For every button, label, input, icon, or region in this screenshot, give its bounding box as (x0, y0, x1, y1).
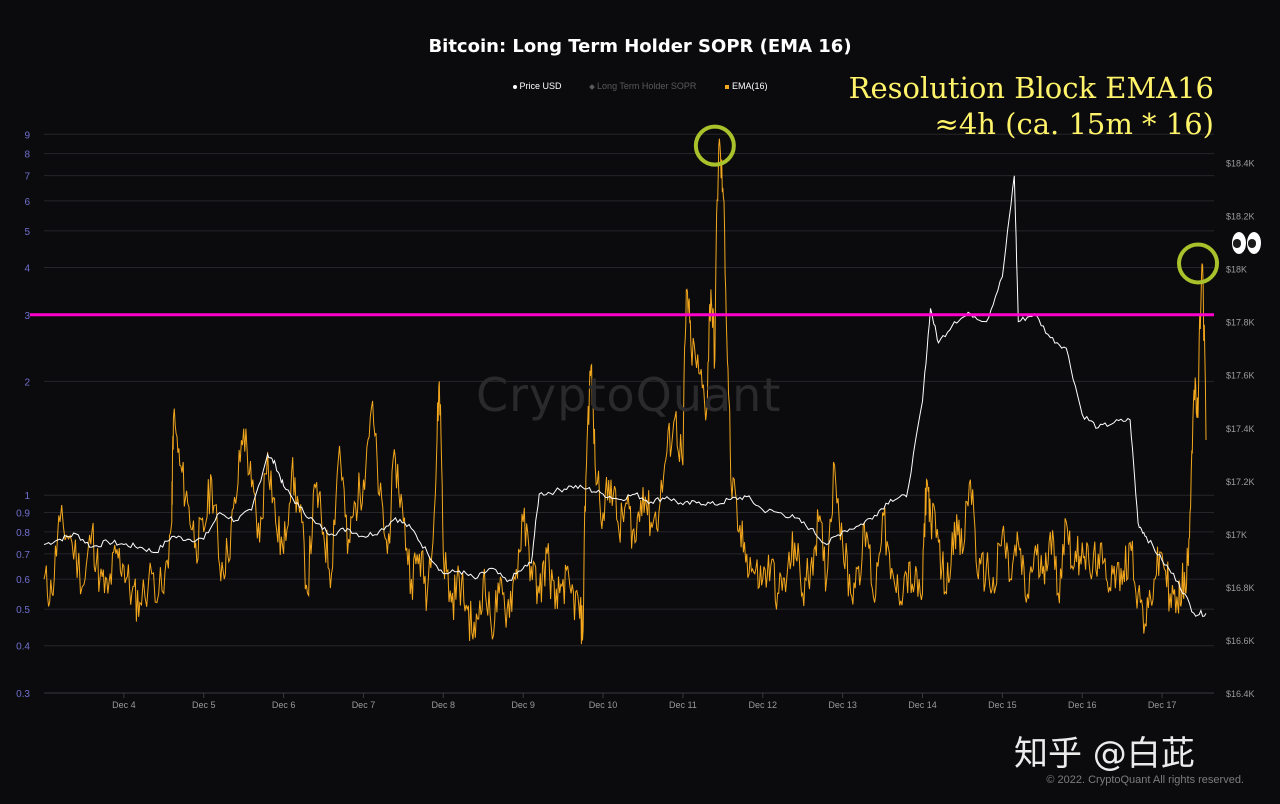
y-right-tick-label: $16.8K (1226, 583, 1255, 593)
y-left-tick-label: 6 (24, 197, 30, 208)
y-left-tick-label: 0.4 (16, 642, 30, 653)
y-left-tick-label: 7 (24, 172, 30, 183)
x-tick-label: Dec 14 (908, 700, 937, 710)
legend-item-ema16[interactable]: EMA(16) (724, 81, 768, 91)
x-tick-label: Dec 8 (432, 700, 456, 710)
annotation-text: Resolution Block EMA16 ≈4h (ca. 15m * 16… (849, 70, 1214, 142)
y-right-tick-label: $17.4K (1226, 424, 1255, 434)
y-right-tick-label: $17.6K (1226, 371, 1255, 381)
x-tick-label: Dec 7 (352, 700, 376, 710)
legend-label: EMA(16) (731, 81, 768, 91)
y-right-tick-label: $16.6K (1226, 636, 1255, 646)
y-left-tick-label: 2 (24, 377, 30, 388)
copyright-text: © 2022. CryptoQuant All rights reserved. (1046, 774, 1244, 786)
legend-item-price[interactable]: Price USD (512, 81, 562, 91)
y-right-tick-label: $17K (1226, 530, 1247, 540)
cryptoquant-watermark: CryptoQuant (476, 368, 782, 422)
series-ema16-line (43, 138, 1207, 645)
highlight-circle (693, 124, 736, 167)
legend-square-icon (724, 84, 729, 89)
y-left-tick-label: 1 (24, 491, 30, 502)
y-left-tick-label: 0.7 (16, 550, 30, 561)
x-tick-label: Dec 13 (828, 700, 857, 710)
y-left-tick-label: 0.5 (16, 605, 30, 616)
zhihu-watermark: 知乎 @白茈 (1014, 734, 1195, 774)
y-left-tick-label: 9 (24, 130, 30, 141)
eyes-icon (1232, 230, 1262, 261)
x-tick-label: Dec 17 (1148, 700, 1177, 710)
series-price-line (43, 175, 1207, 617)
y-right-tick-label: $18.2K (1226, 212, 1255, 222)
legend-label: Price USD (519, 81, 562, 91)
y-left-tick-label: 4 (24, 264, 30, 275)
y-right-tick-label: $18K (1226, 265, 1247, 275)
x-tick-label: Dec 5 (192, 700, 216, 710)
highlight-circle (1177, 242, 1220, 285)
y-right-tick-label: $17.2K (1226, 477, 1255, 487)
y-left-tick-label: 0.8 (16, 528, 30, 539)
y-right-tick-label: $17.8K (1226, 318, 1255, 328)
x-tick-label: Dec 6 (272, 700, 296, 710)
x-tick-label: Dec 16 (1068, 700, 1097, 710)
y-left-tick-label: 0.6 (16, 575, 30, 586)
y-right-tick-label: $18.4K (1226, 159, 1255, 169)
y-left-tick-label: 0.3 (16, 689, 30, 700)
y-left-tick-label: 5 (24, 227, 30, 238)
y-left-tick-label: 0.9 (16, 509, 30, 520)
y-left-tick-label: 8 (24, 150, 30, 161)
x-tick-label: Dec 10 (589, 700, 618, 710)
x-tick-label: Dec 15 (988, 700, 1017, 710)
annotation-line-1: Resolution Block EMA16 (848, 71, 1214, 105)
annotation-line-2: ≈4h (ca. 15m * 16) (934, 107, 1214, 141)
x-tick-label: Dec 12 (749, 700, 778, 710)
chart-legend: Price USD Long Term Holder SOPR EMA(16) (0, 81, 1280, 91)
y-left-tick-label: 3 (24, 311, 30, 322)
x-tick-label: Dec 11 (669, 700, 697, 710)
legend-label: Long Term Holder SOPR (597, 81, 697, 91)
y-right-tick-label: $16.4K (1226, 689, 1255, 699)
x-tick-label: Dec 9 (511, 700, 535, 710)
x-tick-label: Dec 4 (112, 700, 136, 710)
legend-dot-icon (512, 84, 517, 89)
legend-item-lth-sopr[interactable]: Long Term Holder SOPR (589, 81, 697, 91)
legend-diamond-icon (589, 83, 595, 90)
chart-title: Bitcoin: Long Term Holder SOPR (EMA 16) (428, 36, 852, 57)
